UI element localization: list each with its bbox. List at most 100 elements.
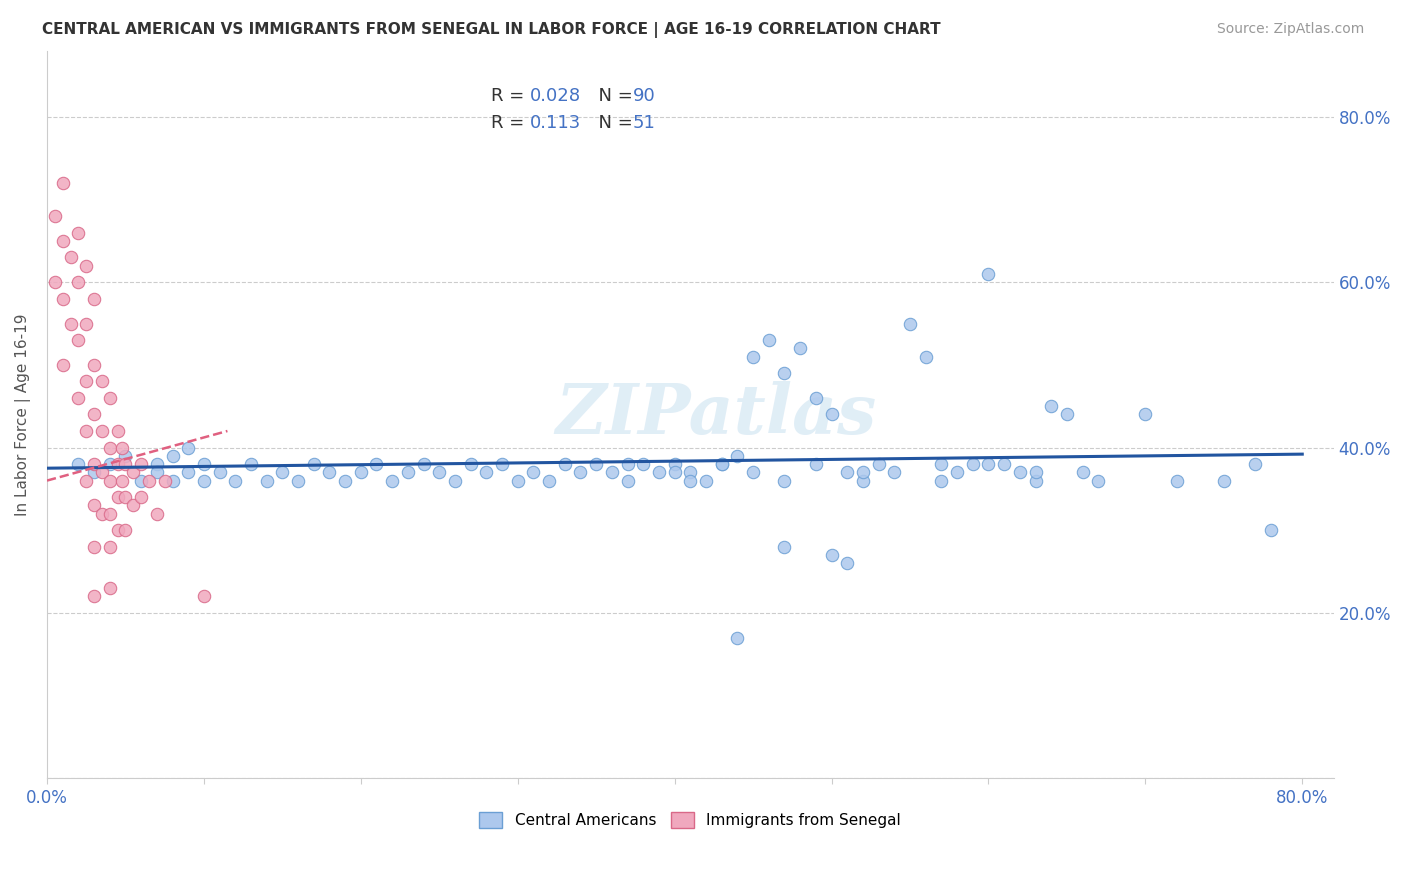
Point <box>710 457 733 471</box>
Point <box>381 474 404 488</box>
Point <box>122 466 145 480</box>
Point <box>883 466 905 480</box>
Point <box>224 474 246 488</box>
Point <box>773 366 796 380</box>
Point <box>67 391 90 405</box>
Point <box>631 457 654 471</box>
Point <box>491 457 513 471</box>
Point <box>616 457 638 471</box>
Point <box>931 457 953 471</box>
Point <box>993 457 1015 471</box>
Point <box>758 333 780 347</box>
Point <box>83 540 105 554</box>
Point <box>98 457 121 471</box>
Point <box>333 474 356 488</box>
Point <box>111 474 134 488</box>
Point <box>67 226 90 240</box>
Point <box>153 474 176 488</box>
Point <box>162 474 184 488</box>
Point <box>177 466 200 480</box>
Point <box>83 590 105 604</box>
Point <box>67 333 90 347</box>
Point <box>962 457 984 471</box>
Point <box>820 408 842 422</box>
Point <box>52 234 75 248</box>
Point <box>107 523 129 537</box>
Point <box>98 474 121 488</box>
Point <box>67 275 90 289</box>
Point <box>837 466 859 480</box>
Point <box>742 350 765 364</box>
Point <box>75 259 97 273</box>
Point <box>52 358 75 372</box>
Point <box>107 457 129 471</box>
Point <box>114 523 136 537</box>
Point <box>107 424 129 438</box>
Point <box>837 556 859 570</box>
Point <box>725 631 748 645</box>
Text: 0.028: 0.028 <box>530 87 581 104</box>
Point <box>1260 523 1282 537</box>
Point <box>75 474 97 488</box>
Point <box>90 375 112 389</box>
Point <box>129 490 152 504</box>
Text: Source: ZipAtlas.com: Source: ZipAtlas.com <box>1216 22 1364 37</box>
Point <box>1135 408 1157 422</box>
Point <box>554 457 576 471</box>
Point <box>114 457 136 471</box>
Point <box>710 457 733 471</box>
Point <box>804 457 827 471</box>
Point <box>208 466 231 480</box>
Point <box>350 466 373 480</box>
Point <box>804 391 827 405</box>
Point <box>868 457 890 471</box>
Point <box>366 457 388 471</box>
Text: ZIPatlas: ZIPatlas <box>555 381 877 448</box>
Point <box>90 466 112 480</box>
Point <box>789 341 811 355</box>
Point <box>83 292 105 306</box>
Point <box>600 466 623 480</box>
Point <box>107 490 129 504</box>
Point <box>129 457 152 471</box>
Point <box>444 474 467 488</box>
Point <box>75 375 97 389</box>
Point <box>1024 474 1046 488</box>
Point <box>318 466 340 480</box>
Point <box>256 474 278 488</box>
Point <box>1087 474 1109 488</box>
Point <box>538 474 561 488</box>
Point <box>98 507 121 521</box>
Text: 90: 90 <box>633 87 655 104</box>
Point <box>664 457 686 471</box>
Point <box>852 466 875 480</box>
Point <box>1056 408 1078 422</box>
Point <box>287 474 309 488</box>
Point <box>44 275 66 289</box>
Point <box>725 449 748 463</box>
Point <box>114 449 136 463</box>
Point <box>75 424 97 438</box>
Point <box>1040 399 1063 413</box>
Point <box>146 457 169 471</box>
Text: 51: 51 <box>633 114 655 132</box>
Point <box>83 457 105 471</box>
Point <box>52 292 75 306</box>
Point <box>977 457 1000 471</box>
Point <box>59 251 82 265</box>
Point <box>616 474 638 488</box>
Point <box>506 474 529 488</box>
Point <box>1212 474 1234 488</box>
Point <box>695 474 717 488</box>
Point <box>946 466 969 480</box>
Point <box>460 457 482 471</box>
Point <box>193 474 215 488</box>
Point <box>98 581 121 595</box>
Point <box>90 424 112 438</box>
Point <box>1166 474 1188 488</box>
Point <box>1008 466 1031 480</box>
Point <box>648 466 671 480</box>
Y-axis label: In Labor Force | Age 16-19: In Labor Force | Age 16-19 <box>15 313 31 516</box>
Point <box>569 466 592 480</box>
Point <box>742 466 765 480</box>
